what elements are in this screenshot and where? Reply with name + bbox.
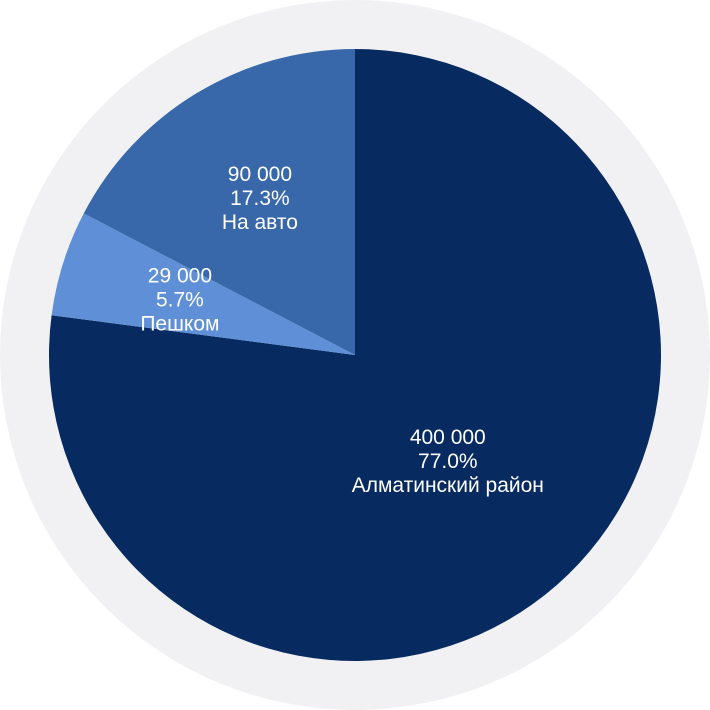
slice-value-label: 29 000: [148, 265, 212, 288]
slice-2: [51, 213, 355, 355]
slice-percent-label: 77.0%: [418, 450, 478, 473]
slice-value-label: 90 000: [228, 163, 292, 186]
slice-3: [83, 49, 355, 355]
slice-name-label: Пешком: [140, 313, 219, 336]
slice-name-label: На авто: [222, 211, 298, 234]
slice-percent-label: 5.7%: [156, 289, 204, 312]
slice-label-2: 29 000 5.7% Пешком: [140, 265, 219, 336]
pie-labels: 400 000 77.0% Алматинский район 29 000 5.7% П…: [140, 163, 544, 497]
slice-label-1: 400 000 77.0% Алматинский район: [352, 426, 544, 497]
slice-name-label: Алматинский район: [352, 474, 544, 497]
slice-percent-label: 17.3%: [230, 187, 290, 210]
slice-label-3: 90 000 17.3% На авто: [222, 163, 298, 234]
slice-1: [48, 49, 661, 662]
slice-value-label: 400 000: [410, 426, 486, 449]
pie-slices: [48, 49, 661, 662]
